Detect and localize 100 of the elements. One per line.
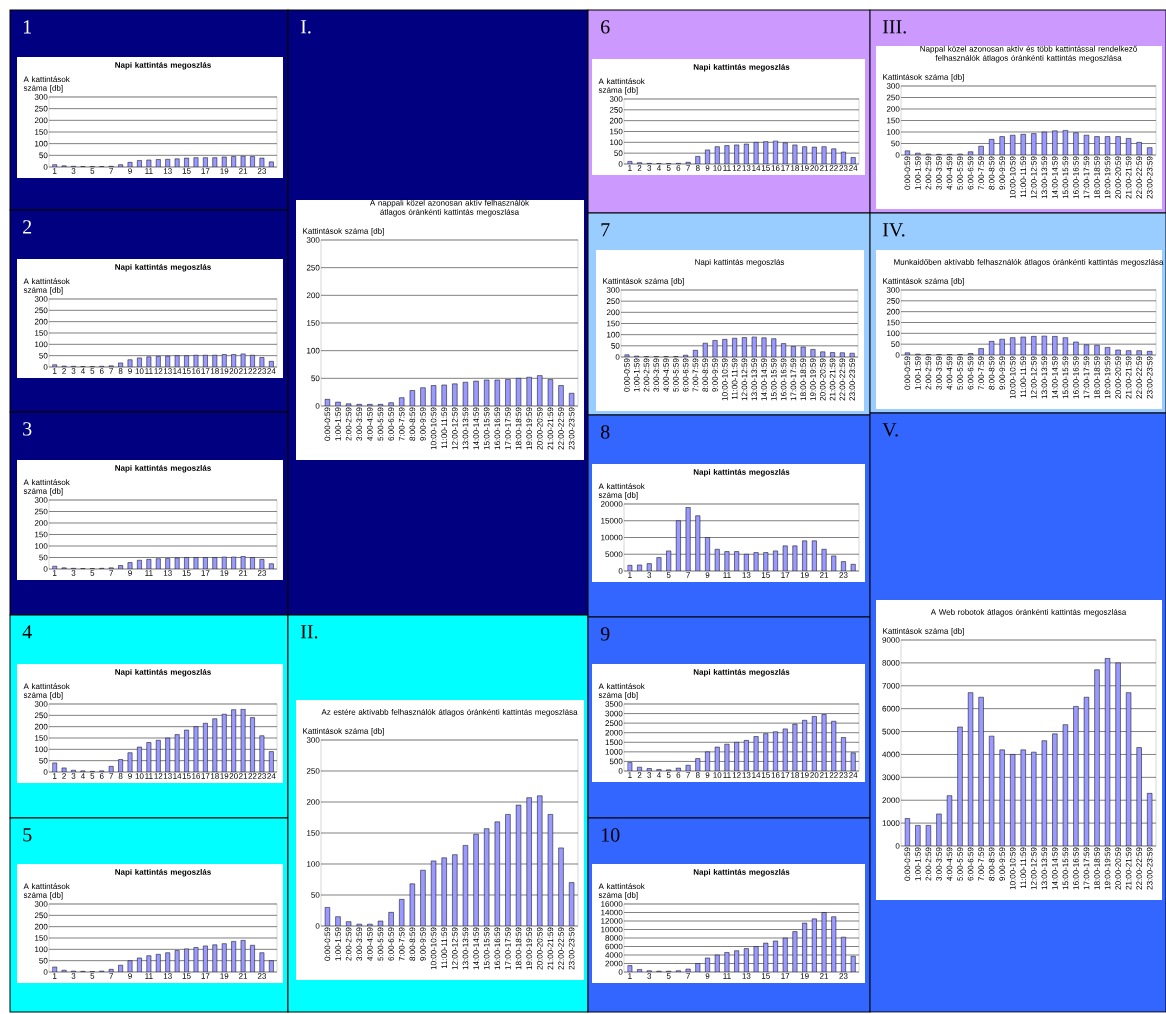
x-tick-label: 21 — [239, 168, 248, 174]
y-tick-label: 50 — [311, 375, 320, 382]
x-tick-label: 9:00-9:59 — [999, 356, 1005, 390]
y-tick-label: 250 — [609, 106, 623, 113]
x-tick-label: 19 — [220, 570, 229, 576]
x-tick-label: 23 — [839, 572, 848, 578]
x-tick-label: 3 — [71, 168, 76, 174]
x-tick-label: 5:00-5:59 — [957, 847, 963, 881]
x-tick-label: 11 — [145, 973, 153, 979]
x-tick-label: 12 — [154, 773, 163, 779]
x-tick-label: 5 — [666, 572, 671, 578]
x-tick-label: 12:00-12:59 — [1030, 847, 1037, 890]
x-tick-label: 17:00-17:59 — [1083, 156, 1090, 199]
x-tick-label: 19 — [220, 168, 229, 174]
x-tick-label: 5:00-5:59 — [377, 407, 384, 441]
x-tick-label: 4:00-4:59 — [946, 847, 953, 881]
x-tick-label: 10 — [713, 165, 722, 171]
x-tick-label: 2:00-2:59 — [643, 358, 650, 392]
x-tick-label: 3 — [647, 165, 652, 171]
x-tick-label: 11 — [145, 773, 153, 779]
text: V. — [882, 423, 898, 437]
x-tick-label: 19 — [800, 772, 809, 778]
x-tick-label: 5 — [90, 773, 95, 779]
x-tick-label: 20:00-20:59 — [1115, 356, 1121, 399]
text: 6 — [601, 20, 610, 34]
y-axis-title: Kattintások száma [db] — [603, 277, 684, 286]
x-tick-label: 18:00-18:59 — [1094, 356, 1100, 399]
y-tick-label: 300 — [306, 737, 320, 743]
x-tick-label: 14:00-14:59 — [1052, 156, 1058, 199]
y-tick-label: 250 — [886, 94, 900, 101]
y-tick-label: 0 — [895, 352, 900, 358]
chart-title: Az estére aktívabb felhasználók átlagos óránkénti kattintás megoszlása — [321, 708, 578, 717]
x-tick-label: 22 — [829, 165, 838, 171]
chart-title: Napi kattintás megoszlás — [693, 468, 790, 477]
x-tick-label: 0:00-0:59 — [324, 407, 331, 441]
x-tick-label: 11 — [723, 165, 731, 171]
text: 4 — [22, 625, 32, 639]
y-tick-label: 200 — [34, 520, 48, 526]
x-tick-label: 11:00-11:59 — [1020, 356, 1027, 398]
x-tick-label: 13 — [163, 973, 172, 979]
y-tick-label: 250 — [306, 768, 320, 774]
x-tick-label: 5 — [90, 368, 95, 374]
x-tick-label: 9 — [128, 973, 132, 979]
x-tick-label: 19:00-19:59 — [1104, 156, 1111, 199]
x-tick-label: 1 — [628, 973, 632, 979]
y-tick-label: 12000 — [601, 918, 623, 924]
x-tick-label: 12:00-12:59 — [451, 927, 458, 970]
x-tick-label: 4 — [656, 165, 661, 171]
x-tick-label: 23:00-23:59 — [568, 407, 575, 450]
x-tick-label: 15 — [761, 572, 770, 578]
x-tick-label: 21 — [239, 570, 248, 576]
x-tick-label: 19 — [220, 973, 229, 979]
x-tick-label: 2 — [637, 165, 642, 171]
y-tick-label: 150 — [35, 330, 48, 336]
x-tick-label: 3 — [647, 973, 652, 979]
y-tick-label: 200 — [306, 292, 320, 299]
x-tick-label: 10:00-10:59 — [1009, 156, 1016, 199]
y-tick-label: 6000 — [605, 943, 623, 950]
x-tick-label: 19:00-19:59 — [1104, 847, 1111, 890]
x-tick-label: 6:00-6:59 — [388, 407, 394, 441]
y-tick-label: 0 — [43, 769, 48, 775]
y-tick-label: 300 — [886, 83, 900, 89]
y-tick-label: 250 — [34, 508, 48, 515]
y-tick-label: 9000 — [882, 637, 900, 643]
y-tick-label: 200 — [34, 117, 48, 124]
y-tick-label: 0 — [618, 568, 623, 574]
x-tick-label: 17:00-17:59 — [505, 407, 511, 450]
x-tick-label: 15:00-15:59 — [1062, 847, 1069, 890]
x-tick-label: 24 — [849, 165, 858, 171]
x-tick-label: 22:00-22:59 — [839, 358, 846, 401]
x-tick-label: 17:00-17:59 — [1083, 356, 1090, 399]
x-tick-label: 2 — [62, 773, 66, 779]
x-tick-label: 7 — [109, 773, 113, 779]
x-tick-label: 18:00-18:59 — [515, 927, 522, 970]
x-tick-label: 9:00-9:59 — [420, 407, 426, 441]
x-tick-label: 2 — [62, 368, 66, 374]
x-tick-label: 15 — [761, 772, 770, 778]
x-tick-label: 4:00-4:59 — [367, 407, 373, 441]
x-tick-label: 19:00-19:59 — [1104, 356, 1111, 399]
x-tick-label: 22:00-22:59 — [1136, 356, 1142, 399]
x-tick-label: 17 — [201, 773, 210, 779]
x-tick-label: 16 — [771, 772, 780, 778]
x-tick-label: 22:00-22:59 — [558, 927, 564, 970]
x-tick-label: 9:00-9:59 — [999, 156, 1005, 190]
x-tick-label: 17 — [781, 772, 790, 778]
x-tick-label: 15:00-15:59 — [483, 407, 490, 450]
y-axis-title: A kattintások száma [db] — [23, 76, 70, 93]
y-tick-label: 16000 — [601, 901, 623, 907]
x-tick-label: 3 — [71, 773, 76, 779]
x-tick-label: 13:00-13:59 — [1041, 356, 1048, 399]
chart-title: Napi kattintás megoszlás — [115, 868, 211, 877]
x-tick-label: 12:00-12:59 — [451, 407, 458, 450]
x-tick-label: 9 — [705, 772, 710, 778]
x-tick-label: 23 — [839, 165, 848, 171]
y-tick-label: 300 — [34, 497, 48, 503]
x-tick-label: 8 — [118, 773, 123, 779]
y-axis-title: A kattintások száma [db] — [23, 683, 70, 700]
y-tick-label: 14000 — [601, 909, 623, 916]
y-tick-label: 100 — [307, 861, 320, 867]
y-tick-label: 15000 — [601, 517, 623, 524]
